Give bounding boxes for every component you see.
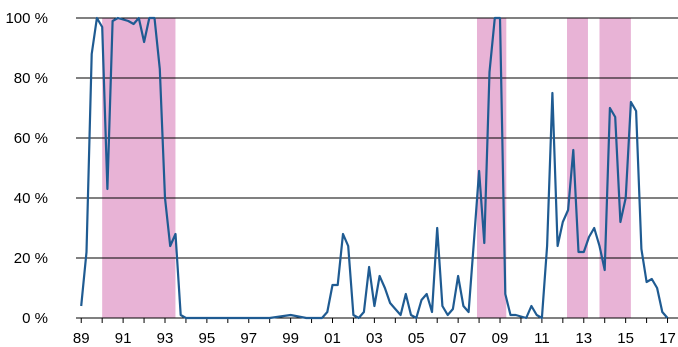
x-tick-label: 11 (534, 330, 550, 347)
y-tick-label: 60 % (14, 130, 48, 147)
y-tick-labels: 0 % 20 % 40 % 60 % 80 % 100 % (5, 10, 48, 327)
x-tick-label: 15 (617, 330, 634, 347)
x-tick-label: 03 (366, 330, 383, 347)
x-tick-label: 93 (157, 330, 174, 347)
series-line-1 (80, 16, 669, 320)
x-tick-label: 99 (282, 330, 299, 347)
x-tick-labels: 89 91 93 95 97 99 01 03 05 07 09 11 13 15 17 (73, 330, 676, 347)
x-tick-label: 95 (199, 330, 216, 347)
shaded-period-3 (567, 18, 588, 318)
x-tick-label: 97 (240, 330, 257, 347)
x-tick-label: 09 (492, 330, 509, 347)
series-layer (80, 16, 669, 320)
y-tick-label: 40 % (14, 190, 48, 207)
y-tick-label: 100 % (5, 10, 48, 27)
x-tick-label: 01 (324, 330, 341, 347)
x-axis (76, 317, 678, 323)
x-tick-label: 17 (659, 330, 676, 347)
y-tick-label: 80 % (14, 70, 48, 87)
x-tick-label: 05 (408, 330, 425, 347)
x-tick-label: 89 (73, 330, 90, 347)
x-tick-label: 07 (450, 330, 467, 347)
x-tick-label: 13 (575, 330, 592, 347)
shaded-period-4 (599, 18, 631, 318)
x-tick-label: 91 (115, 330, 132, 347)
shaded-periods (102, 18, 631, 318)
y-tick-label: 0 % (22, 310, 48, 327)
y-tick-label: 20 % (14, 250, 48, 267)
